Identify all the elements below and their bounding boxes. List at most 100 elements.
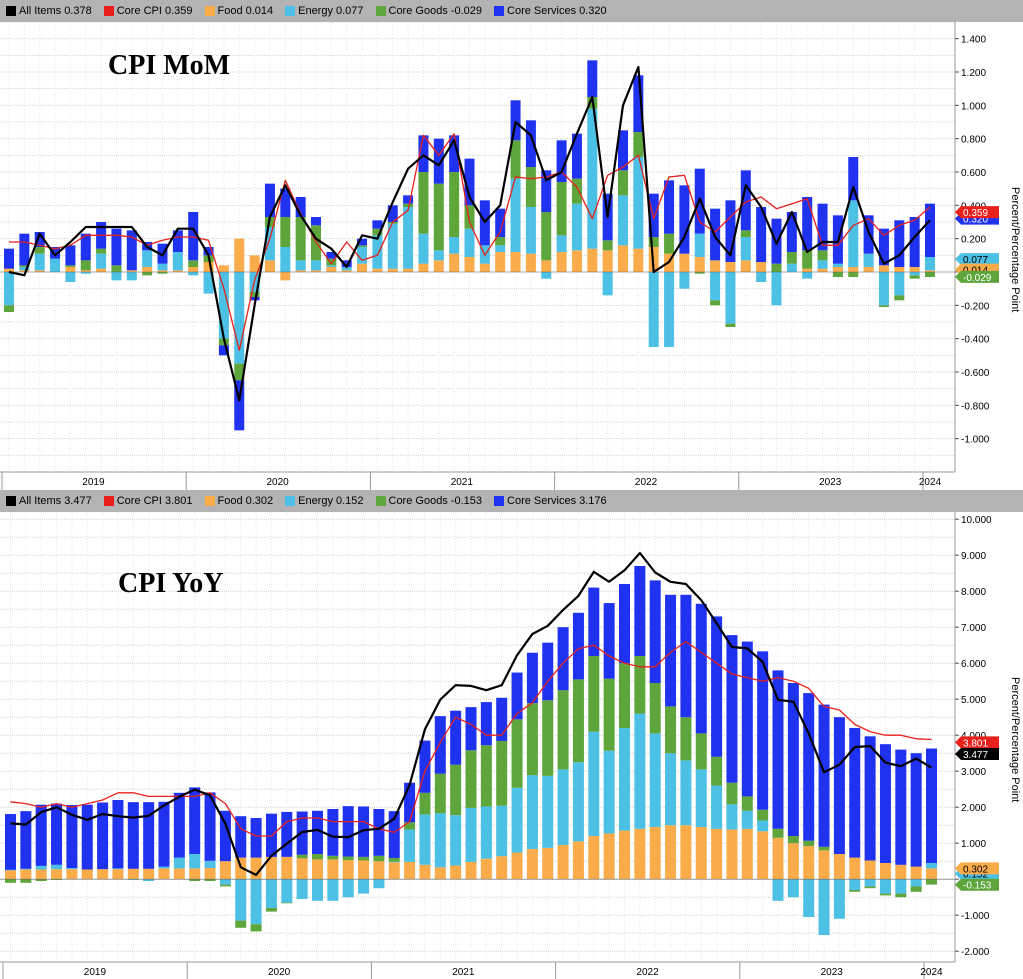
y-tick-label: 9.000 (961, 551, 986, 562)
bar-core-goods (480, 745, 492, 807)
bar-core-services (909, 217, 920, 267)
bar-food (112, 869, 124, 880)
bar-core-goods (602, 240, 613, 251)
bar-food (96, 268, 107, 272)
end-value-tag-bg (955, 206, 999, 219)
bar-food (679, 253, 690, 272)
bar-core-services (419, 740, 431, 793)
bar-core-services (372, 220, 383, 229)
bar-core-services (388, 811, 400, 858)
bar-core-services (864, 736, 876, 861)
bar-core-goods (541, 212, 552, 261)
bar-core-goods (403, 203, 414, 207)
bar-food (525, 253, 536, 272)
bar-core-services (219, 810, 231, 862)
bar-core-goods (648, 237, 659, 247)
bar-core-services (926, 748, 937, 863)
x-tick-label: 2022 (636, 967, 659, 978)
bar-energy (895, 879, 907, 894)
bar-food (143, 868, 155, 880)
bar-core-services (740, 170, 751, 231)
bar-core-services (111, 228, 122, 266)
bar-core-goods (572, 679, 584, 763)
bar-food (803, 846, 815, 880)
bar-core-goods (204, 879, 216, 881)
bar-food (619, 830, 630, 880)
bar-energy (295, 260, 306, 271)
bar-food (726, 829, 738, 880)
bar-energy (588, 731, 600, 836)
bar-core-services (496, 697, 508, 741)
yoy-chart-title: CPI YoY (118, 568, 224, 599)
bar-food (20, 869, 32, 880)
bar-energy (619, 728, 630, 831)
legend-item-core-goods: Core Goods -0.029 (375, 5, 482, 17)
bar-core-goods (649, 683, 661, 734)
y-tick-label: 1.200 (961, 68, 986, 79)
legend-label: Energy (298, 5, 333, 17)
line-core-cpi (10, 640, 932, 837)
bar-energy (387, 223, 398, 269)
bar-food (404, 861, 416, 880)
bar-core-goods (771, 263, 782, 272)
bar-core-services (234, 380, 245, 431)
bar-core-goods (832, 272, 843, 277)
bar-food (66, 869, 78, 880)
bar-energy (787, 879, 799, 898)
bar-core-services (464, 158, 475, 206)
bar-food (142, 267, 153, 272)
bar-food (403, 268, 414, 272)
bar-food (588, 836, 600, 880)
bar-food (388, 862, 400, 880)
end-value-tag-label: 0.152 (963, 870, 988, 881)
bar-core-goods (219, 884, 231, 887)
bar-core-goods (603, 678, 615, 751)
bar-food (327, 859, 339, 880)
x-tick-label: 2024 (919, 477, 942, 488)
legend-label: All Items (19, 5, 62, 17)
legend-swatch (494, 6, 505, 16)
bar-food (249, 255, 260, 272)
bar-food (204, 868, 216, 880)
bar-energy (358, 879, 370, 894)
bar-core-goods (5, 879, 16, 883)
bar-core-services (510, 100, 521, 141)
y-tick-label: 7.000 (961, 623, 986, 634)
bar-food (434, 867, 446, 880)
bar-energy (571, 203, 582, 251)
bar-energy (602, 272, 613, 296)
bar-core-services (65, 245, 76, 266)
bar-energy (664, 272, 675, 347)
bar-core-services (756, 207, 767, 262)
bar-core-services (342, 806, 354, 857)
y-tick-label: 0.800 (961, 135, 986, 146)
bar-core-goods (802, 250, 813, 269)
bar-core-goods (510, 140, 521, 179)
bar-core-goods (235, 920, 247, 928)
end-value-tag-label: 0.320 (963, 215, 988, 226)
y-tick-label: 0.600 (961, 168, 986, 179)
bar-core-services (188, 212, 199, 261)
bar-core-goods (634, 656, 646, 714)
legend-value: 3.801 (164, 495, 193, 507)
bar-core-services (511, 672, 523, 720)
bar-food (910, 866, 922, 880)
bar-energy (4, 272, 14, 306)
bar-core-goods (449, 172, 460, 237)
bar-core-services (571, 133, 582, 179)
bar-core-services (357, 238, 368, 246)
bar-core-services (664, 180, 675, 234)
legend-swatch (6, 496, 16, 506)
bar-food (450, 865, 462, 880)
end-value-tag-label: 0.077 (963, 255, 988, 266)
legend-label: Core Services (507, 5, 577, 17)
bar-core-goods (373, 855, 385, 862)
yoy-legend: All Items 3.477 Core CPI 3.801 Food 0.302 Ener… (0, 490, 1023, 512)
bar-energy (265, 879, 277, 908)
bar-core-goods (296, 854, 308, 859)
bar-energy (511, 787, 523, 853)
bar-energy (878, 272, 889, 306)
bar-energy (926, 863, 937, 869)
bar-energy (280, 247, 291, 272)
bar-food (695, 827, 707, 880)
